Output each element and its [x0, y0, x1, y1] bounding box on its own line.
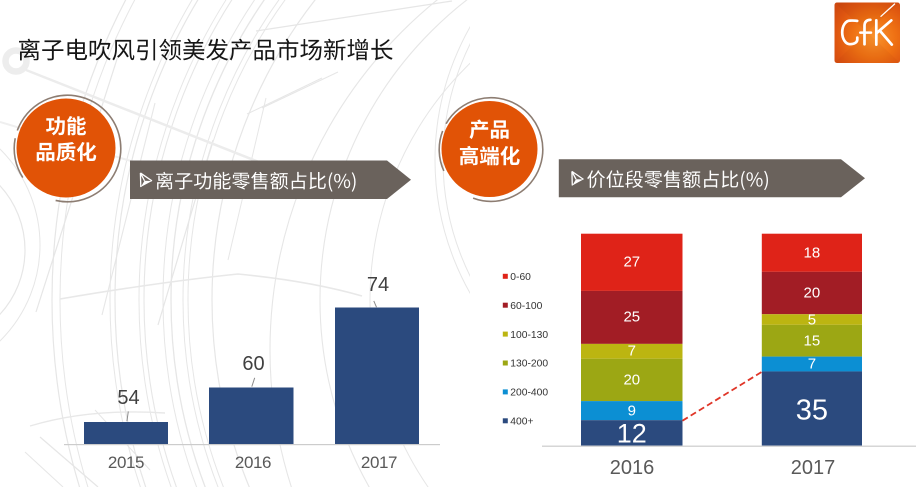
svg-text:200-400: 200-400 [510, 388, 548, 399]
svg-text:60-100: 60-100 [510, 301, 542, 312]
svg-text:0-60: 0-60 [510, 272, 531, 283]
svg-text:400+: 400+ [510, 417, 533, 428]
svg-text:130-200: 130-200 [510, 359, 548, 370]
svg-text:100-130: 100-130 [510, 330, 548, 341]
